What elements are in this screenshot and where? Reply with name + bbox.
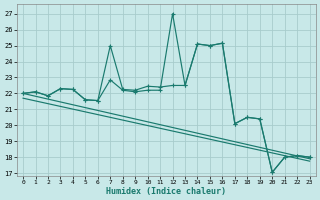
- X-axis label: Humidex (Indice chaleur): Humidex (Indice chaleur): [106, 187, 226, 196]
